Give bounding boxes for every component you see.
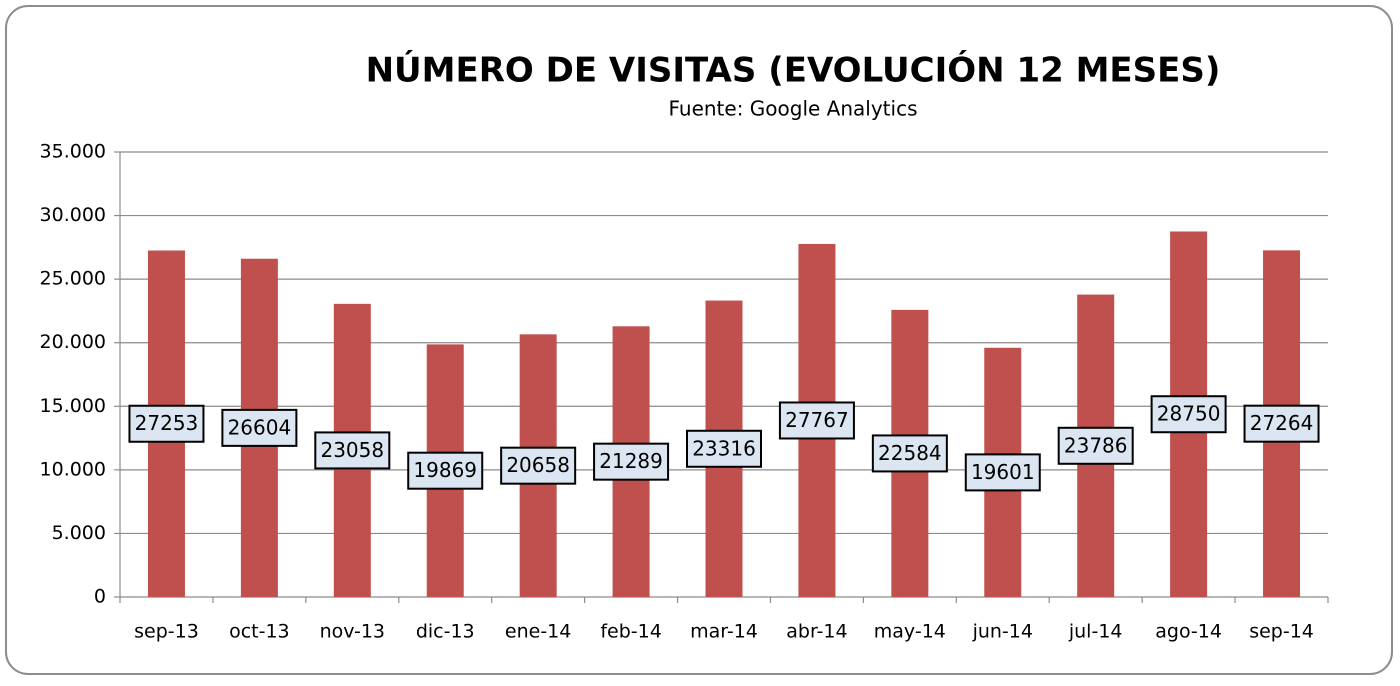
data-label: 23058 [320, 438, 384, 462]
data-label-box [314, 431, 391, 470]
y-tick-label: 20.000 [40, 331, 106, 353]
data-label: 27264 [1250, 411, 1314, 435]
data-label-box [1057, 426, 1134, 465]
data-label: 21289 [599, 449, 663, 473]
data-label: 27767 [785, 408, 849, 432]
x-tick-label: mar-14 [690, 621, 758, 643]
data-label: 19869 [413, 458, 477, 482]
x-tick-label: ago-14 [1155, 621, 1222, 643]
data-label: 28750 [1157, 402, 1221, 426]
y-tick-label: 15.000 [40, 395, 106, 417]
x-tick-label: feb-14 [600, 621, 661, 643]
data-label: 19601 [971, 460, 1035, 484]
y-tick-label: 25.000 [40, 268, 106, 290]
data-label-box [1243, 404, 1320, 443]
data-label-box [500, 446, 577, 485]
data-label: 23786 [1064, 433, 1128, 457]
y-tick-label: 10.000 [40, 458, 106, 480]
x-tick-label: dic-13 [416, 621, 475, 643]
x-tick-label: jul-14 [1068, 621, 1123, 643]
data-label-box [407, 451, 484, 490]
y-tick-label: 0 [94, 586, 106, 608]
chart-subtitle: Fuente: Google Analytics [668, 97, 917, 121]
chart-title: NÚMERO DE VISITAS (EVOLUCIÓN 12 MESES) [366, 50, 1221, 91]
data-label-box [871, 434, 948, 473]
x-tick-label: sep-13 [134, 621, 199, 643]
x-tick-label: nov-13 [320, 621, 385, 643]
y-tick-label: 30.000 [40, 204, 106, 226]
data-label: 27253 [135, 411, 199, 435]
data-label-box [964, 453, 1041, 492]
x-tick-label: jun-14 [972, 621, 1033, 643]
x-tick-label: abr-14 [786, 621, 847, 643]
x-tick-label: oct-13 [229, 621, 290, 643]
x-tick-label: sep-14 [1249, 621, 1314, 643]
data-label: 26604 [228, 415, 292, 439]
data-label-box [221, 408, 298, 447]
data-label-box [1150, 395, 1227, 434]
data-label-box [128, 404, 205, 443]
data-label: 20658 [506, 453, 570, 477]
data-label: 22584 [878, 441, 942, 465]
data-label-box [593, 442, 670, 481]
x-tick-label: may-14 [874, 621, 946, 643]
x-tick-label: ene-14 [505, 621, 571, 643]
data-label-box [778, 401, 855, 440]
y-tick-label: 5.000 [52, 522, 106, 544]
data-label: 23316 [692, 436, 756, 460]
y-tick-label: 35.000 [40, 141, 106, 163]
data-label-box [686, 429, 762, 468]
